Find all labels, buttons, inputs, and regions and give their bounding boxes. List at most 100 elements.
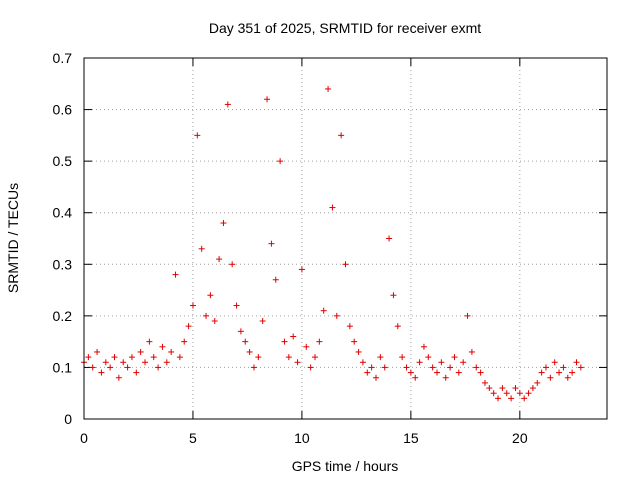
data-point bbox=[250, 364, 257, 371]
data-point bbox=[281, 338, 288, 345]
data-point bbox=[338, 132, 345, 139]
data-point bbox=[425, 354, 432, 361]
data-point bbox=[407, 369, 414, 376]
data-point bbox=[512, 385, 519, 392]
data-point bbox=[495, 395, 502, 402]
data-point bbox=[233, 302, 240, 309]
data-point bbox=[521, 395, 528, 402]
data-point bbox=[163, 359, 170, 366]
data-point bbox=[333, 312, 340, 319]
data-point bbox=[551, 359, 558, 366]
data-point bbox=[94, 348, 101, 355]
y-tick-label: 0.2 bbox=[53, 308, 73, 324]
chart-title: Day 351 of 2025, SRMTID for receiver exm… bbox=[209, 20, 481, 36]
data-point bbox=[399, 354, 406, 361]
data-point bbox=[477, 369, 484, 376]
data-point bbox=[447, 364, 454, 371]
data-point bbox=[85, 354, 92, 361]
data-point bbox=[473, 364, 480, 371]
data-point bbox=[303, 343, 310, 350]
data-point bbox=[542, 364, 549, 371]
y-axis-label: SRMTID / TECUs bbox=[5, 183, 21, 293]
data-point bbox=[142, 359, 149, 366]
data-point bbox=[277, 158, 284, 165]
x-tick-label: 0 bbox=[80, 430, 88, 446]
y-tick-label: 0 bbox=[64, 411, 72, 427]
data-point bbox=[460, 359, 467, 366]
data-point bbox=[124, 364, 131, 371]
data-point bbox=[246, 348, 253, 355]
data-point bbox=[272, 276, 279, 283]
data-point bbox=[451, 354, 458, 361]
y-tick-label: 0.5 bbox=[53, 153, 73, 169]
data-point bbox=[503, 390, 510, 397]
data-point bbox=[429, 364, 436, 371]
data-point bbox=[203, 312, 210, 319]
data-point bbox=[107, 364, 114, 371]
data-point bbox=[434, 369, 441, 376]
data-point bbox=[351, 338, 358, 345]
data-point bbox=[307, 364, 314, 371]
x-tick-label: 10 bbox=[294, 430, 310, 446]
data-point bbox=[268, 240, 275, 247]
data-point bbox=[137, 348, 144, 355]
y-tick-label: 0.6 bbox=[53, 102, 73, 118]
grid bbox=[84, 58, 607, 419]
data-point bbox=[412, 374, 419, 381]
data-point bbox=[481, 379, 488, 386]
data-point bbox=[311, 354, 318, 361]
data-point bbox=[89, 364, 96, 371]
data-point bbox=[355, 348, 362, 355]
data-point bbox=[564, 374, 571, 381]
data-point bbox=[499, 385, 506, 392]
data-point bbox=[290, 333, 297, 340]
x-tick-label: 5 bbox=[189, 430, 197, 446]
data-point bbox=[181, 338, 188, 345]
data-point bbox=[394, 323, 401, 330]
data-point bbox=[556, 369, 563, 376]
data-point bbox=[242, 338, 249, 345]
data-point bbox=[237, 328, 244, 335]
data-point bbox=[364, 369, 371, 376]
data-point bbox=[194, 132, 201, 139]
data-point bbox=[128, 354, 135, 361]
y-tick-label: 0.7 bbox=[53, 50, 73, 66]
data-point bbox=[346, 323, 353, 330]
data-point bbox=[464, 312, 471, 319]
data-point bbox=[442, 374, 449, 381]
data-point bbox=[115, 374, 122, 381]
data-point bbox=[294, 359, 301, 366]
data-point bbox=[133, 369, 140, 376]
data-point bbox=[416, 359, 423, 366]
data-point bbox=[150, 354, 157, 361]
data-point bbox=[403, 364, 410, 371]
data-point bbox=[255, 354, 262, 361]
data-point bbox=[547, 374, 554, 381]
data-point bbox=[534, 379, 541, 386]
data-point bbox=[229, 261, 236, 268]
data-point bbox=[298, 266, 305, 273]
data-point bbox=[386, 235, 393, 242]
data-point bbox=[538, 369, 545, 376]
data-point bbox=[285, 354, 292, 361]
x-tick-label: 15 bbox=[403, 430, 419, 446]
y-tick-label: 0.3 bbox=[53, 256, 73, 272]
data-point bbox=[359, 359, 366, 366]
data-point bbox=[198, 245, 205, 252]
data-point bbox=[368, 364, 375, 371]
data-point bbox=[455, 369, 462, 376]
data-point bbox=[211, 318, 218, 325]
data-point bbox=[573, 359, 580, 366]
data-point bbox=[342, 261, 349, 268]
data-point bbox=[377, 354, 384, 361]
data-point bbox=[98, 369, 105, 376]
data-point bbox=[486, 385, 493, 392]
data-point bbox=[329, 204, 336, 211]
data-point bbox=[420, 343, 427, 350]
data-point bbox=[508, 395, 515, 402]
data-point bbox=[320, 307, 327, 314]
x-axis-label: GPS time / hours bbox=[292, 458, 399, 474]
data-point bbox=[577, 364, 584, 371]
data-point bbox=[381, 364, 388, 371]
